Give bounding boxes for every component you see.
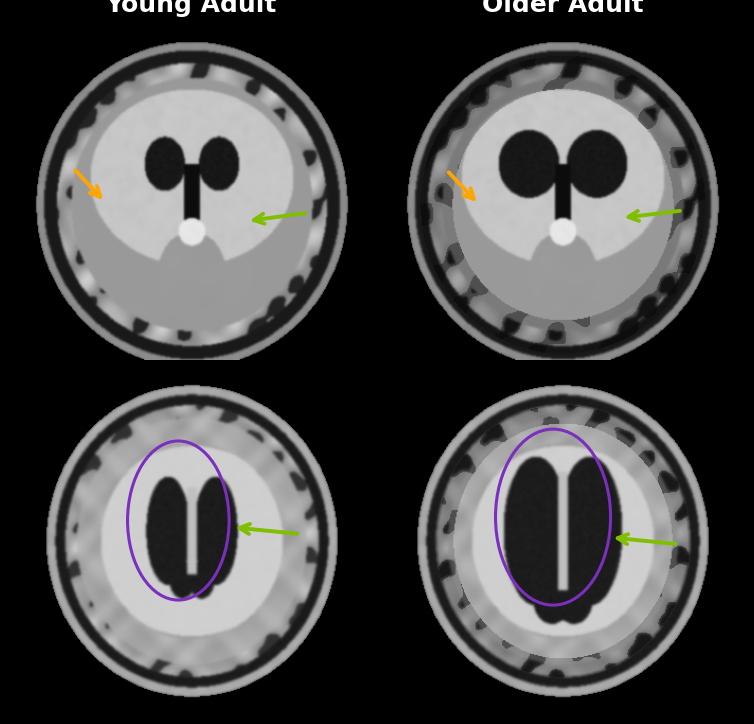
Title: Older Adult: Older Adult xyxy=(482,0,643,17)
Title: Young Adult: Young Adult xyxy=(106,0,277,17)
